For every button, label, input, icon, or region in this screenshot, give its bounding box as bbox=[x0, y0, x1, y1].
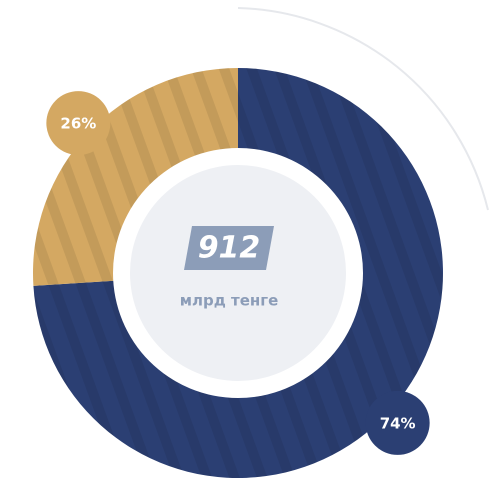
labels: 74% 26% bbox=[46, 91, 430, 455]
total-badge bbox=[184, 226, 274, 270]
decor-arc bbox=[237, 7, 489, 211]
inner-disc bbox=[130, 165, 346, 381]
unit-label: млрд тенге bbox=[180, 292, 279, 310]
label-bubble bbox=[46, 91, 111, 156]
data-label: 74% bbox=[380, 414, 416, 432]
data-label: 26% bbox=[60, 115, 96, 133]
label-bubble bbox=[365, 390, 430, 455]
total-value: 912 bbox=[198, 231, 261, 266]
